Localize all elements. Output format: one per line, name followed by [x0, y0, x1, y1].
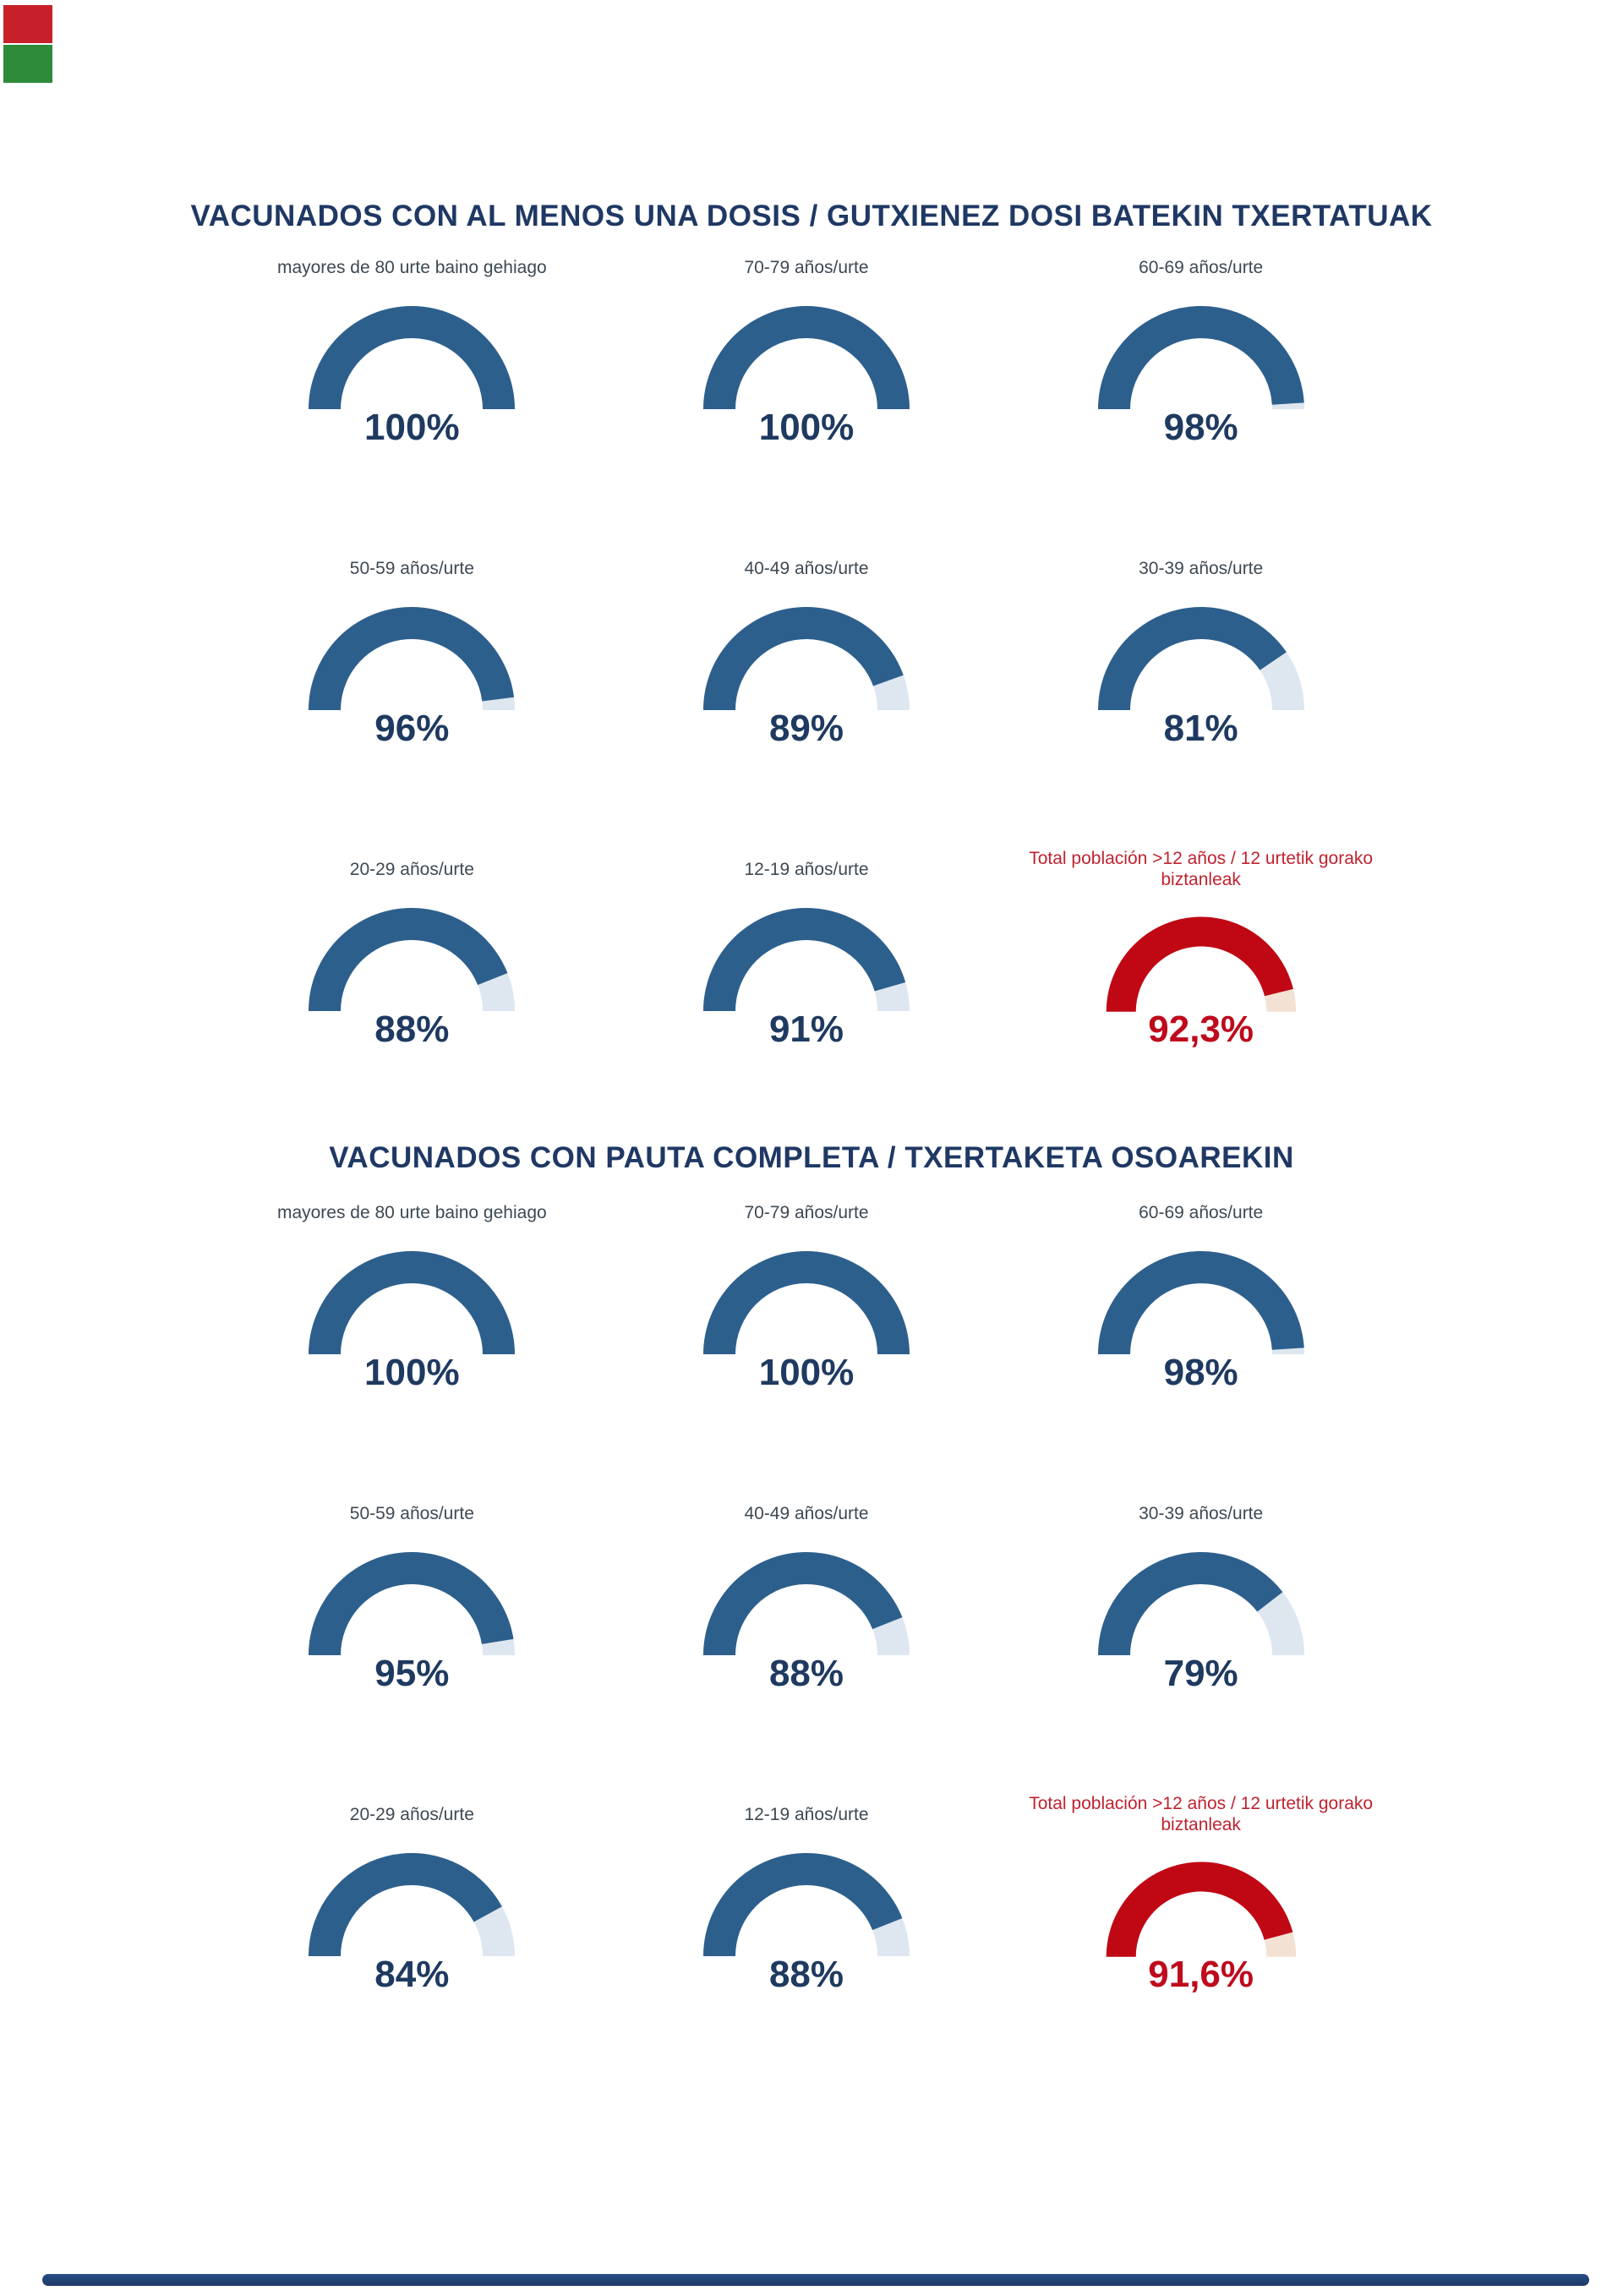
gauge-arc — [309, 606, 516, 710]
gauge-value: 89% — [768, 708, 844, 749]
gauge-arc — [702, 1853, 910, 1956]
gauge-card: 30-39 años/urte 81% — [1003, 544, 1398, 845]
gauge-card: 20-29 años/urte 84% — [215, 1790, 609, 2091]
gauge-arc — [309, 1853, 516, 1956]
gauge-card: 30-39 años/urte 79% — [1003, 1490, 1398, 1790]
gauge-value: 81% — [1163, 708, 1238, 749]
gauge-value: 100% — [364, 1352, 460, 1393]
gauge-card: 50-59 años/urte 96% — [215, 544, 609, 845]
gauge-arc — [1097, 305, 1304, 409]
gauge-value: 98% — [1163, 1352, 1238, 1393]
gauge-value: 96% — [374, 708, 450, 749]
gauge-card-total: Total población >12 años / 12 urtetik go… — [1003, 845, 1398, 1146]
gauge-label: Total población >12 años / 12 urtetik go… — [1029, 1794, 1374, 1834]
gauge-value: 98% — [1163, 407, 1238, 448]
gauge-arc — [309, 1251, 516, 1354]
gauge-value: 91% — [768, 1009, 844, 1050]
gauge-card: 12-19 años/urte 91% — [609, 845, 1004, 1146]
gauge-grid-full-schedule: mayores de 80 urte baino gehiago 100% 70… — [215, 1189, 1398, 2091]
gauge-card: 20-29 años/urte 88% — [215, 845, 609, 1146]
gauge-card: 70-79 años/urte 100% — [609, 243, 1004, 544]
gauge-arc — [309, 1551, 516, 1655]
gauge-label: 50-59 años/urte — [349, 1503, 474, 1523]
gauge-label: 12-19 años/urte — [744, 1804, 869, 1824]
gauge-card: 40-49 años/urte 88% — [609, 1490, 1004, 1790]
gauge-label: 70-79 años/urte — [744, 257, 869, 277]
gauge-label: 30-39 años/urte — [1139, 558, 1264, 578]
gauge-card: 50-59 años/urte 95% — [215, 1490, 609, 1790]
gauge-arc — [702, 306, 910, 409]
gauge-label: Total población >12 años / 12 urtetik go… — [1029, 849, 1374, 889]
gauge-arc — [309, 908, 516, 1011]
gauge-arc — [702, 1251, 910, 1354]
gauge-label: 20-29 años/urte — [349, 1804, 474, 1824]
section-title-one-dose: VACUNADOS CON AL MENOS UNA DOSIS / GUTXI… — [190, 200, 1433, 232]
gauge-card: 40-49 años/urte 89% — [609, 544, 1004, 845]
gauge-value: 92,3% — [1148, 1009, 1254, 1050]
gauge-label: 40-49 años/urte — [744, 1503, 869, 1523]
gauge-arc — [702, 907, 910, 1011]
gauge-label: mayores de 80 urte baino gehiago — [276, 1202, 547, 1222]
gauge-value: 88% — [768, 1954, 844, 1995]
gauge-card: mayores de 80 urte baino gehiago 100% — [215, 1189, 609, 1490]
gauge-value: 100% — [758, 1352, 855, 1393]
gauge-arc — [702, 1552, 910, 1655]
gauge-label: 60-69 años/urte — [1139, 257, 1264, 277]
gauge-value: 88% — [768, 1653, 844, 1694]
gauge-label: 60-69 años/urte — [1139, 1202, 1264, 1222]
gauge-label: 50-59 años/urte — [349, 558, 474, 578]
gauge-card: 70-79 años/urte 100% — [609, 1189, 1004, 1490]
gauge-card: 60-69 años/urte 98% — [1003, 243, 1398, 544]
gauge-value: 88% — [374, 1009, 450, 1050]
section-title-full-schedule: VACUNADOS CON PAUTA COMPLETA / TXERTAKET… — [329, 1141, 1294, 1174]
gauge-arc — [702, 606, 910, 710]
gauge-value: 100% — [758, 407, 855, 448]
gauge-card: 60-69 años/urte 98% — [1003, 1189, 1398, 1490]
gauge-arc — [1097, 1552, 1304, 1655]
gauge-card-total: Total población >12 años / 12 urtetik go… — [1003, 1790, 1398, 2091]
gauge-value: 100% — [364, 407, 460, 448]
gauge-grid-one-dose: mayores de 80 urte baino gehiago 100% 70… — [215, 243, 1398, 1146]
gauge-label: 40-49 años/urte — [744, 558, 869, 578]
gauge-label: 12-19 años/urte — [744, 859, 869, 879]
gauge-value: 95% — [374, 1653, 450, 1694]
gauge-label: 20-29 años/urte — [349, 859, 474, 879]
gauge-arc — [1097, 1250, 1304, 1354]
gauge-label: mayores de 80 urte baino gehiago — [276, 257, 547, 277]
gauge-card: 12-19 años/urte 88% — [609, 1790, 1004, 2091]
gauge-arc — [1106, 916, 1296, 1012]
gauge-value: 84% — [374, 1954, 450, 1995]
gauge-label: 30-39 años/urte — [1139, 1503, 1264, 1523]
gauge-arc — [1106, 1861, 1296, 1957]
corner-flag-red-block — [3, 5, 52, 43]
gauge-label: 70-79 años/urte — [744, 1202, 869, 1222]
footer-accent-bar — [42, 2274, 1589, 2286]
gauge-arc — [1097, 607, 1304, 710]
gauge-value: 91,6% — [1148, 1954, 1254, 1995]
corner-flag-green-block — [3, 45, 52, 83]
gauge-arc — [309, 306, 516, 409]
corner-flag-mark — [3, 5, 52, 83]
gauge-value: 79% — [1163, 1653, 1238, 1694]
gauge-card: mayores de 80 urte baino gehiago 100% — [215, 243, 609, 544]
